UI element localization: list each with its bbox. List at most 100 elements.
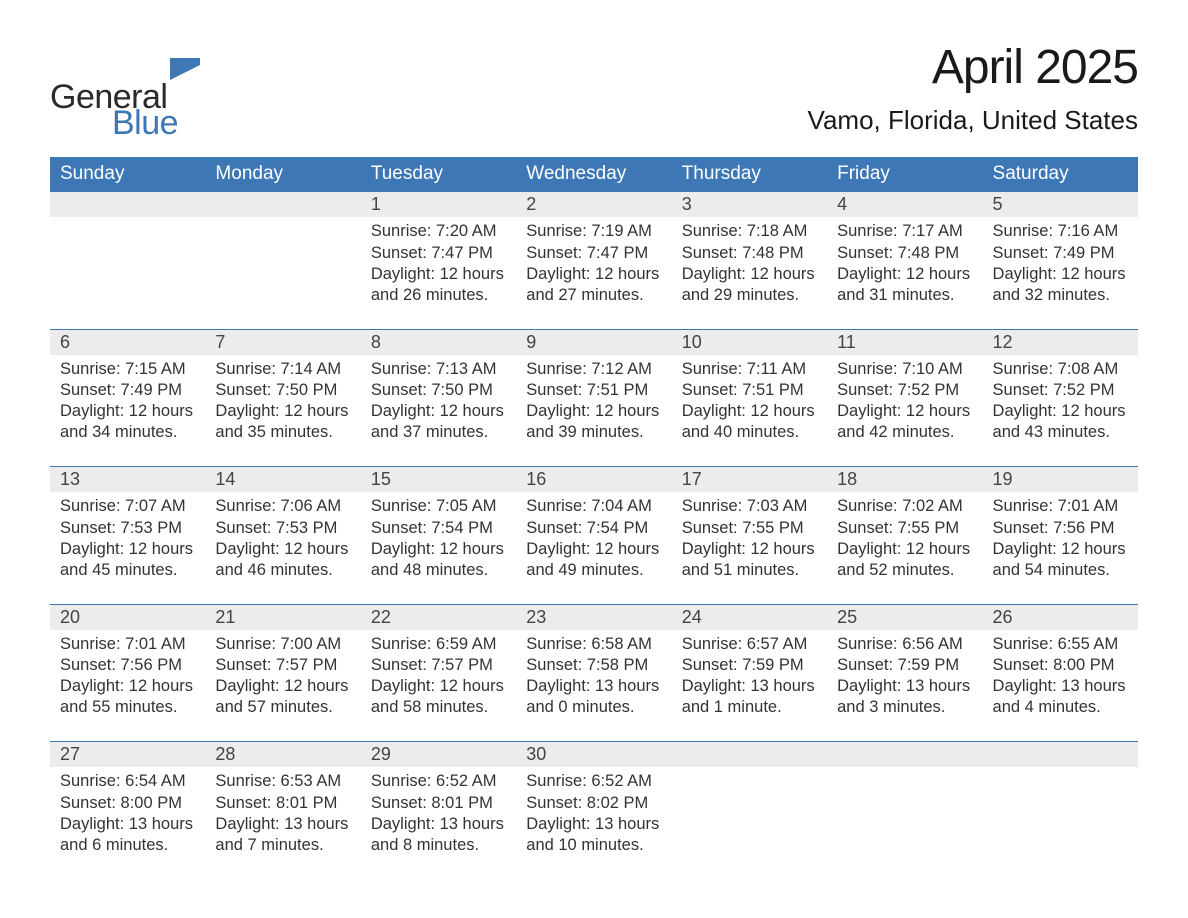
- sunrise-line: Sunrise: 7:00 AM: [215, 634, 350, 655]
- day-content-cell: Sunrise: 7:05 AMSunset: 7:54 PMDaylight:…: [361, 492, 516, 604]
- day-content-cell: Sunrise: 6:54 AMSunset: 8:00 PMDaylight:…: [50, 767, 205, 879]
- week-content-row: Sunrise: 7:15 AMSunset: 7:49 PMDaylight:…: [50, 355, 1138, 467]
- daylight-line: Daylight: 12 hours and 46 minutes.: [215, 539, 350, 581]
- daylight-line: Daylight: 13 hours and 3 minutes.: [837, 676, 972, 718]
- sunrise-line: Sunrise: 7:12 AM: [526, 359, 661, 380]
- title-block: April 2025 Vamo, Florida, United States: [808, 40, 1138, 136]
- day-header: Monday: [205, 157, 360, 192]
- day-content-cell: Sunrise: 6:58 AMSunset: 7:58 PMDaylight:…: [516, 630, 671, 742]
- sunset-line: Sunset: 7:56 PM: [993, 518, 1128, 539]
- daylight-line: Daylight: 12 hours and 51 minutes.: [682, 539, 817, 581]
- day-number-cell: [205, 192, 360, 218]
- daylight-line: Daylight: 13 hours and 7 minutes.: [215, 814, 350, 856]
- week-content-row: Sunrise: 6:54 AMSunset: 8:00 PMDaylight:…: [50, 767, 1138, 879]
- day-number-cell: 5: [983, 192, 1138, 218]
- day-content-cell: Sunrise: 7:19 AMSunset: 7:47 PMDaylight:…: [516, 217, 671, 329]
- sunrise-line: Sunrise: 7:08 AM: [993, 359, 1128, 380]
- day-content-cell: [983, 767, 1138, 879]
- sunrise-line: Sunrise: 7:01 AM: [60, 634, 195, 655]
- sunset-line: Sunset: 7:48 PM: [682, 243, 817, 264]
- day-number-cell: 20: [50, 604, 205, 630]
- sunrise-line: Sunrise: 7:10 AM: [837, 359, 972, 380]
- sunset-line: Sunset: 7:54 PM: [371, 518, 506, 539]
- sunrise-line: Sunrise: 7:05 AM: [371, 496, 506, 517]
- sunrise-line: Sunrise: 6:56 AM: [837, 634, 972, 655]
- day-content-cell: Sunrise: 7:08 AMSunset: 7:52 PMDaylight:…: [983, 355, 1138, 467]
- daylight-line: Daylight: 12 hours and 45 minutes.: [60, 539, 195, 581]
- week-number-row: 13141516171819: [50, 467, 1138, 493]
- sunset-line: Sunset: 7:47 PM: [371, 243, 506, 264]
- sunset-line: Sunset: 7:59 PM: [837, 655, 972, 676]
- day-number-cell: [672, 742, 827, 768]
- sunrise-line: Sunrise: 7:07 AM: [60, 496, 195, 517]
- daylight-line: Daylight: 13 hours and 6 minutes.: [60, 814, 195, 856]
- daylight-line: Daylight: 12 hours and 54 minutes.: [993, 539, 1128, 581]
- daylight-line: Daylight: 12 hours and 52 minutes.: [837, 539, 972, 581]
- sunset-line: Sunset: 7:57 PM: [215, 655, 350, 676]
- daylight-line: Daylight: 12 hours and 34 minutes.: [60, 401, 195, 443]
- day-number-cell: [983, 742, 1138, 768]
- day-number-cell: 13: [50, 467, 205, 493]
- day-number-cell: 17: [672, 467, 827, 493]
- day-number-cell: 2: [516, 192, 671, 218]
- logo-text-blue: Blue: [50, 107, 200, 139]
- header: General Blue April 2025 Vamo, Florida, U…: [50, 40, 1138, 139]
- day-content-cell: Sunrise: 7:00 AMSunset: 7:57 PMDaylight:…: [205, 630, 360, 742]
- sunset-line: Sunset: 7:56 PM: [60, 655, 195, 676]
- day-number-cell: 26: [983, 604, 1138, 630]
- sunrise-line: Sunrise: 7:20 AM: [371, 221, 506, 242]
- day-content-cell: [672, 767, 827, 879]
- logo-flag-icon: [170, 58, 200, 83]
- day-header: Wednesday: [516, 157, 671, 192]
- sunset-line: Sunset: 7:49 PM: [993, 243, 1128, 264]
- week-number-row: 12345: [50, 192, 1138, 218]
- day-content-cell: Sunrise: 7:16 AMSunset: 7:49 PMDaylight:…: [983, 217, 1138, 329]
- day-content-cell: Sunrise: 7:15 AMSunset: 7:49 PMDaylight:…: [50, 355, 205, 467]
- daylight-line: Daylight: 12 hours and 31 minutes.: [837, 264, 972, 306]
- day-number-cell: 15: [361, 467, 516, 493]
- day-number-cell: 23: [516, 604, 671, 630]
- sunset-line: Sunset: 7:48 PM: [837, 243, 972, 264]
- day-content-cell: Sunrise: 6:52 AMSunset: 8:02 PMDaylight:…: [516, 767, 671, 879]
- week-number-row: 20212223242526: [50, 604, 1138, 630]
- day-content-cell: Sunrise: 7:04 AMSunset: 7:54 PMDaylight:…: [516, 492, 671, 604]
- week-content-row: Sunrise: 7:07 AMSunset: 7:53 PMDaylight:…: [50, 492, 1138, 604]
- day-number-cell: 3: [672, 192, 827, 218]
- sunrise-line: Sunrise: 6:52 AM: [371, 771, 506, 792]
- day-number-cell: 25: [827, 604, 982, 630]
- day-header: Thursday: [672, 157, 827, 192]
- location-subtitle: Vamo, Florida, United States: [808, 105, 1138, 136]
- day-header: Saturday: [983, 157, 1138, 192]
- week-number-row: 27282930: [50, 742, 1138, 768]
- day-number-cell: 28: [205, 742, 360, 768]
- day-header: Sunday: [50, 157, 205, 192]
- day-content-cell: Sunrise: 7:07 AMSunset: 7:53 PMDaylight:…: [50, 492, 205, 604]
- sunrise-line: Sunrise: 7:04 AM: [526, 496, 661, 517]
- sunrise-line: Sunrise: 6:58 AM: [526, 634, 661, 655]
- daylight-line: Daylight: 13 hours and 4 minutes.: [993, 676, 1128, 718]
- month-title: April 2025: [808, 40, 1138, 95]
- sunset-line: Sunset: 7:58 PM: [526, 655, 661, 676]
- sunset-line: Sunset: 8:01 PM: [371, 793, 506, 814]
- day-number-cell: 27: [50, 742, 205, 768]
- daylight-line: Daylight: 12 hours and 39 minutes.: [526, 401, 661, 443]
- day-number-cell: 18: [827, 467, 982, 493]
- sunrise-line: Sunrise: 7:11 AM: [682, 359, 817, 380]
- sunrise-line: Sunrise: 6:52 AM: [526, 771, 661, 792]
- sunrise-line: Sunrise: 7:18 AM: [682, 221, 817, 242]
- daylight-line: Daylight: 12 hours and 49 minutes.: [526, 539, 661, 581]
- day-content-cell: Sunrise: 7:13 AMSunset: 7:50 PMDaylight:…: [361, 355, 516, 467]
- day-number-cell: [50, 192, 205, 218]
- sunset-line: Sunset: 8:01 PM: [215, 793, 350, 814]
- daylight-line: Daylight: 12 hours and 42 minutes.: [837, 401, 972, 443]
- sunset-line: Sunset: 7:51 PM: [682, 380, 817, 401]
- sunset-line: Sunset: 8:02 PM: [526, 793, 661, 814]
- day-content-cell: Sunrise: 7:01 AMSunset: 7:56 PMDaylight:…: [50, 630, 205, 742]
- sunset-line: Sunset: 7:54 PM: [526, 518, 661, 539]
- daylight-line: Daylight: 13 hours and 10 minutes.: [526, 814, 661, 856]
- daylight-line: Daylight: 12 hours and 37 minutes.: [371, 401, 506, 443]
- day-number-cell: 1: [361, 192, 516, 218]
- sunrise-line: Sunrise: 7:06 AM: [215, 496, 350, 517]
- day-number-cell: 24: [672, 604, 827, 630]
- day-content-cell: Sunrise: 6:56 AMSunset: 7:59 PMDaylight:…: [827, 630, 982, 742]
